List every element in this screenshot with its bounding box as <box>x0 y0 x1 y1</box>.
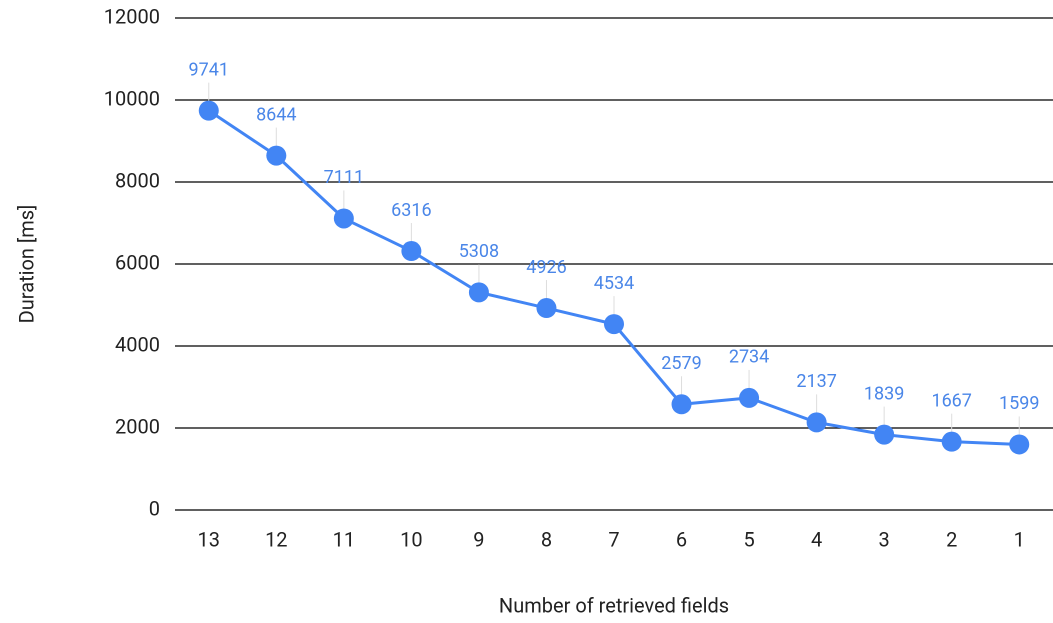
x-tick-label: 8 <box>541 527 552 551</box>
y-axis-title: Duration [ms] <box>14 205 38 324</box>
x-tick-label: 13 <box>198 527 220 551</box>
y-tick-label: 0 <box>149 496 160 520</box>
data-point <box>874 424 895 445</box>
data-label: 1667 <box>931 390 971 411</box>
x-tick-label: 5 <box>743 527 754 551</box>
x-tick-label: 10 <box>400 527 422 551</box>
data-point <box>536 298 557 319</box>
y-tick-label: 12000 <box>104 4 160 28</box>
x-axis-title: Number of retrieved fields <box>499 593 729 617</box>
data-point <box>1009 434 1030 455</box>
data-label: 6316 <box>391 200 431 221</box>
data-point <box>266 145 287 166</box>
x-tick-label: 1 <box>1014 527 1025 551</box>
data-point <box>739 387 760 408</box>
x-tick-label: 9 <box>473 527 484 551</box>
x-tick-label: 6 <box>676 527 687 551</box>
y-tick-label: 2000 <box>115 414 160 438</box>
data-label: 4534 <box>594 273 634 294</box>
data-point <box>806 412 827 433</box>
data-point <box>401 241 422 262</box>
x-tick-label: 2 <box>946 527 957 551</box>
data-point <box>468 282 489 303</box>
x-tick-label: 11 <box>333 527 355 551</box>
y-tick-label: 4000 <box>115 332 160 356</box>
data-label: 2734 <box>729 347 769 368</box>
data-label: 5308 <box>459 241 499 262</box>
data-label: 9741 <box>189 59 229 80</box>
data-label: 1839 <box>864 383 904 404</box>
x-tick-label: 7 <box>608 527 619 551</box>
y-tick-label: 8000 <box>115 168 160 192</box>
data-label: 2137 <box>796 371 836 392</box>
y-tick-label: 6000 <box>115 250 160 274</box>
data-label: 1599 <box>999 393 1039 414</box>
data-label: 7111 <box>324 167 364 188</box>
data-point <box>941 431 962 452</box>
data-point <box>604 314 624 335</box>
data-label: 8644 <box>256 104 296 125</box>
x-tick-label: 12 <box>265 527 287 551</box>
data-label: 2579 <box>661 353 701 374</box>
data-label: 4926 <box>526 257 566 278</box>
x-tick-label: 3 <box>879 527 890 551</box>
y-tick-label: 10000 <box>104 86 160 110</box>
x-tick-label: 4 <box>811 527 822 551</box>
data-point <box>671 394 692 415</box>
data-point <box>198 100 219 121</box>
data-point <box>333 208 354 229</box>
